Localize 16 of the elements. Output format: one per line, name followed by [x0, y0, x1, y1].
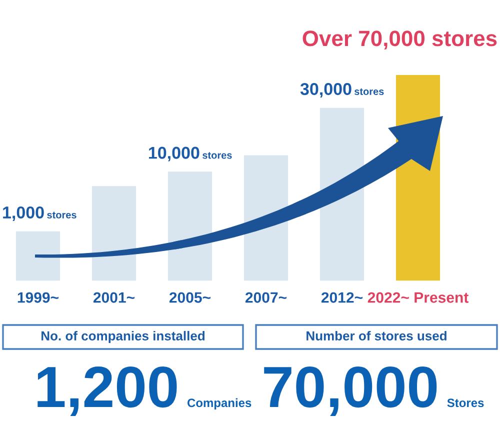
- x-tick-label: 2022~ Present: [368, 292, 468, 303]
- text: Number of stores used: [306, 330, 446, 340]
- x-tick-label: 2001~: [93, 292, 134, 303]
- bar: [92, 186, 136, 281]
- annotation: 10,000 stores: [149, 146, 232, 162]
- annotation: 1,000 stores: [3, 206, 76, 221]
- bar: [16, 231, 60, 281]
- text: No. of companies installed: [42, 330, 204, 344]
- annotation: Over 70,000 stores: [302, 30, 497, 50]
- x-tick-label: 1999~: [18, 292, 58, 303]
- x-tick-label: 2007~: [245, 292, 286, 303]
- x-tick-label: 2012~: [321, 292, 362, 303]
- text: 70,000 Stores: [264, 366, 484, 416]
- annotation: 30,000 stores: [300, 83, 384, 98]
- text: 1,200 Companies: [38, 366, 252, 416]
- x-tick-label: 2005~: [169, 292, 210, 303]
